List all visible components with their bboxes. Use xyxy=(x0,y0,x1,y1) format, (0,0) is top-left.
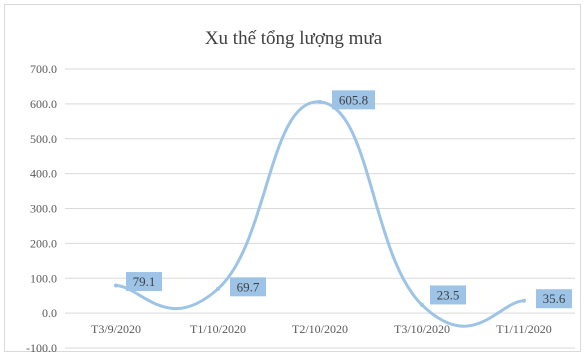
data-label-text: 23.5 xyxy=(437,287,460,302)
data-point xyxy=(420,302,424,307)
data-label: 23.5 xyxy=(430,285,466,305)
data-label: 69.7 xyxy=(230,277,266,297)
data-label-text: 69.7 xyxy=(237,279,260,294)
data-label: 79.1 xyxy=(126,272,162,292)
y-tick-label: 600.0 xyxy=(30,97,57,111)
y-tick-label: 200.0 xyxy=(30,236,57,250)
data-labels: 79.1 69.7 605.8 23.5 35.6 xyxy=(126,90,572,309)
data-label-text: 35.6 xyxy=(543,291,566,306)
x-axis-ticks: T3/9/2020 T1/10/2020 T2/10/2020 T3/10/2020 T… xyxy=(91,322,552,336)
gridlines xyxy=(65,68,575,349)
data-point xyxy=(318,99,322,104)
data-label-text: 79.1 xyxy=(133,274,156,289)
data-point xyxy=(114,283,118,288)
y-tick-label: 700.0 xyxy=(30,62,57,76)
chart-frame xyxy=(4,4,581,352)
y-tick-label: 500.0 xyxy=(30,132,57,146)
y-tick-label: 0.0 xyxy=(42,306,57,320)
y-tick-label: 300.0 xyxy=(30,202,57,216)
data-label-box xyxy=(332,90,375,110)
data-label-box xyxy=(126,272,162,292)
data-label: 35.6 xyxy=(536,289,572,309)
y-axis-ticks: -100.0 0.0 100.0 200.0 300.0 400.0 500.0 600.0 7… xyxy=(26,62,57,355)
y-tick-label: 100.0 xyxy=(30,271,57,285)
data-point xyxy=(216,286,220,291)
y-tick-label: -100.0 xyxy=(26,341,57,355)
data-point xyxy=(522,298,526,303)
data-label-box xyxy=(430,285,466,305)
series-layer xyxy=(114,99,526,328)
data-label-box xyxy=(230,277,266,297)
x-tick-label: T3/10/2020 xyxy=(394,322,450,336)
y-tick-label: 400.0 xyxy=(30,167,57,181)
x-tick-label: T2/10/2020 xyxy=(292,322,348,336)
x-tick-label: T1/11/2020 xyxy=(496,322,552,336)
data-label-box xyxy=(536,289,572,309)
x-tick-label: T1/10/2020 xyxy=(190,322,246,336)
chart-title: Xu thế tổng lượng mưa xyxy=(204,28,383,49)
x-tick-label: T3/9/2020 xyxy=(91,322,141,336)
data-label: 605.8 xyxy=(332,90,375,110)
data-label-text: 605.8 xyxy=(339,92,368,107)
